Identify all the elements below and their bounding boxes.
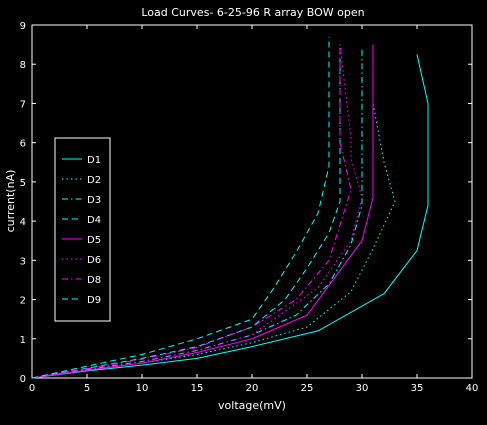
y-tick-label: 5 bbox=[20, 178, 26, 189]
x-tick-label: 5 bbox=[84, 383, 90, 394]
y-tick-label: 1 bbox=[20, 335, 26, 346]
series-line-d8 bbox=[31, 40, 352, 379]
y-tick-label: 2 bbox=[20, 296, 26, 307]
y-tick-label: 9 bbox=[20, 21, 26, 32]
legend-label-d2: D2 bbox=[87, 175, 101, 186]
y-tick-label: 7 bbox=[20, 99, 26, 110]
x-axis-label: voltage(mV) bbox=[218, 399, 286, 412]
x-tick-label: 25 bbox=[301, 383, 314, 394]
series-layer bbox=[31, 36, 429, 379]
y-tick-label: 8 bbox=[20, 60, 26, 71]
series-line-d5 bbox=[31, 44, 374, 379]
x-tick-label: 15 bbox=[191, 383, 204, 394]
y-tick-label: 3 bbox=[20, 256, 26, 267]
x-tick-label: 40 bbox=[466, 383, 479, 394]
series-line-d9 bbox=[31, 36, 330, 379]
legend-label-d1: D1 bbox=[87, 155, 101, 166]
x-tick-label: 35 bbox=[411, 383, 424, 394]
series-line-d4 bbox=[31, 44, 341, 379]
legend-label-d3: D3 bbox=[87, 195, 101, 206]
y-tick-label: 0 bbox=[20, 374, 26, 385]
chart-title: Load Curves- 6-25-96 R array BOW open bbox=[141, 6, 364, 19]
legend-box bbox=[54, 137, 111, 322]
x-tick-label: 10 bbox=[136, 383, 149, 394]
legend: D1 D2 D3 D4 D5 D6 D8 D9 bbox=[54, 137, 111, 322]
legend-label-d6: D6 bbox=[87, 255, 101, 266]
legend-label-d8: D8 bbox=[87, 275, 101, 286]
legend-label-d5: D5 bbox=[87, 235, 101, 246]
legend-label-d4: D4 bbox=[87, 215, 101, 226]
series-line-d1 bbox=[31, 54, 429, 379]
x-tick-label: 20 bbox=[246, 383, 259, 394]
legend-label-d9: D9 bbox=[87, 295, 101, 306]
x-tick-label: 30 bbox=[356, 383, 369, 394]
x-tick-label: 0 bbox=[29, 383, 35, 394]
y-tick-label: 4 bbox=[20, 217, 26, 228]
series-line-d6 bbox=[31, 44, 363, 379]
y-tick-label: 6 bbox=[20, 139, 26, 150]
axis-ticks: 0 5 10 15 20 25 30 35 40 0 1 2 3 4 5 6 7 8 9 bbox=[20, 21, 479, 394]
y-axis-label: current(nA) bbox=[4, 170, 17, 233]
